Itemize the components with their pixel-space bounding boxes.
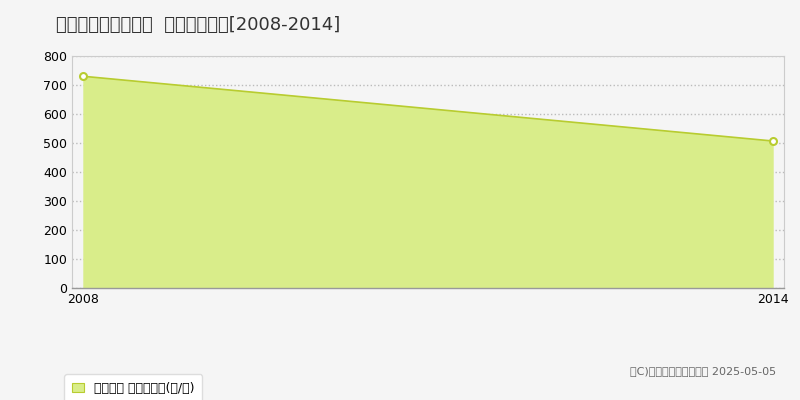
Legend: 林地価格 平均坪単価(円/坪): 林地価格 平均坪単価(円/坪) bbox=[64, 374, 202, 400]
Text: （C)土地価格ドットコム 2025-05-05: （C)土地価格ドットコム 2025-05-05 bbox=[630, 366, 776, 376]
Text: 東村山郡山辺町要害  林地価格推移[2008-2014]: 東村山郡山辺町要害 林地価格推移[2008-2014] bbox=[56, 16, 340, 34]
